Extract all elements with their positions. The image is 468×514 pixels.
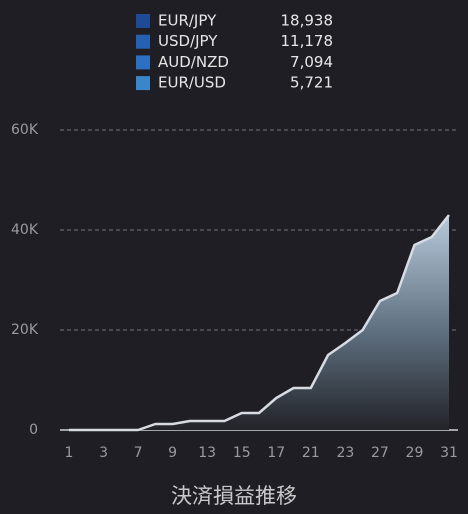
legend-swatch <box>136 76 150 91</box>
legend-label: EUR/USD <box>158 74 226 92</box>
legend-label: EUR/JPY <box>158 12 217 30</box>
chart-title: 決済損益推移 <box>171 484 297 508</box>
legend-value: 18,938 <box>281 12 334 30</box>
x-tick-label: 13 <box>198 445 216 461</box>
x-tick-label: 27 <box>371 445 389 461</box>
legend-value: 11,178 <box>281 32 334 50</box>
y-tick-label: 60K <box>11 122 39 138</box>
x-tick-label: 15 <box>233 445 251 461</box>
x-tick-label: 7 <box>134 445 143 461</box>
x-tick-label: 21 <box>302 445 320 461</box>
area <box>69 215 449 430</box>
x-tick-label: 3 <box>99 445 108 461</box>
legend-value: 5,721 <box>290 74 333 92</box>
x-tick-label: 17 <box>267 445 285 461</box>
x-tick-label: 9 <box>168 445 177 461</box>
y-tick-label: 0 <box>29 422 38 438</box>
y-tick-label: 20K <box>11 322 39 338</box>
legend-swatch <box>136 14 150 28</box>
x-tick-label: 1 <box>65 445 74 461</box>
y-tick-label: 40K <box>11 222 39 238</box>
line <box>69 214 450 432</box>
legend-label: AUD/NZD <box>158 53 229 71</box>
legend-swatch <box>136 34 150 49</box>
legend-label: USD/JPY <box>158 32 218 50</box>
x-tick-label: 29 <box>406 445 424 461</box>
legend-value: 7,094 <box>290 53 333 71</box>
x-tick-label: 23 <box>336 445 354 461</box>
x-tick-label: 31 <box>440 445 458 461</box>
legend-swatch <box>136 55 150 70</box>
